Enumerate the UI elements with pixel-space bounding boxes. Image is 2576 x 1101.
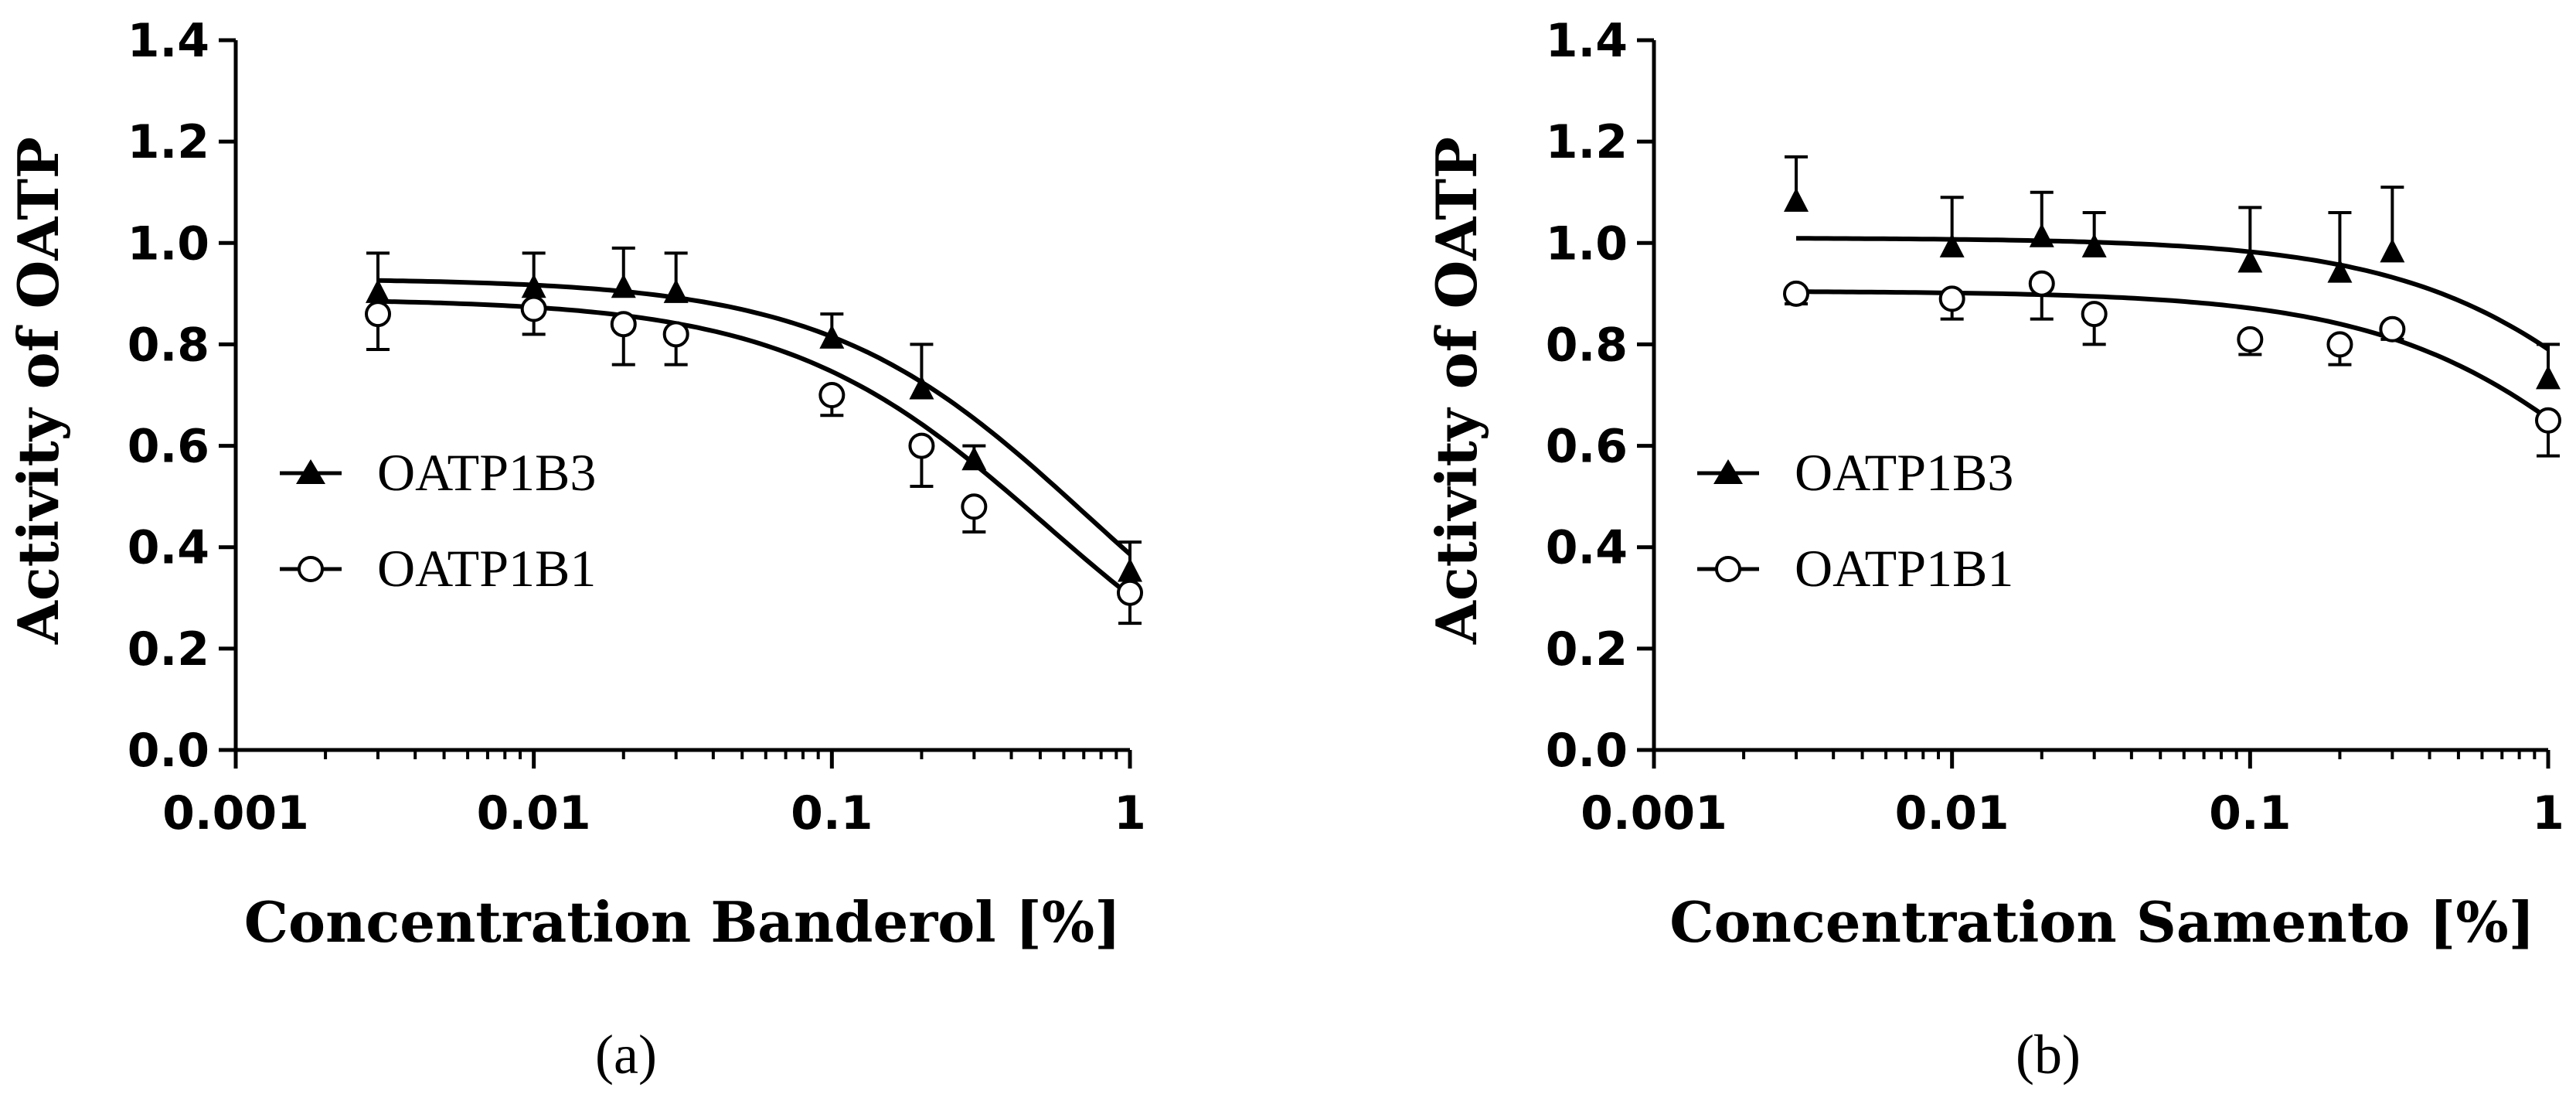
data-point-oatp1b3-b-1 <box>1939 233 1965 257</box>
data-point-oatp1b3-b-5 <box>2327 258 2353 283</box>
data-point-oatp1b1-a-5 <box>908 432 935 459</box>
data-point-oatp1b1-a-3 <box>662 321 689 348</box>
y-tick-label-b-7: 1.4 <box>1546 14 1628 68</box>
data-point-oatp1b3-b-3 <box>2081 233 2107 257</box>
fit-curve-oatp1b1-b <box>1796 289 2550 421</box>
data-point-oatp1b3-b-0 <box>1784 187 1809 212</box>
y-tick-label-b-2: 0.4 <box>1546 521 1628 575</box>
x-tick-label-b-3: 1 <box>2532 786 2564 840</box>
data-point-oatp1b1-a-7 <box>1117 579 1143 606</box>
y-axis-title-b: Activity of OATP <box>1424 137 1489 645</box>
data-point-oatp1b1-b-5 <box>2326 331 2353 358</box>
legend-label-oatp1b3-a: OATP1B3 <box>377 443 596 502</box>
data-point-oatp1b3-a-1 <box>521 274 546 298</box>
data-point-oatp1b1-a-0 <box>365 301 392 328</box>
x-axis-title-a: Concentration Banderol [%] <box>244 889 1121 955</box>
x-tick-label-a-0: 0.001 <box>162 786 309 840</box>
data-point-oatp1b1-a-1 <box>520 295 547 322</box>
y-tick-label-a-2: 0.4 <box>128 521 209 575</box>
y-tick-label-a-6: 1.2 <box>128 115 209 169</box>
data-point-oatp1b3-a-4 <box>819 324 845 349</box>
data-point-oatp1b3-a-0 <box>366 278 391 303</box>
legend-label-oatp1b1-b: OATP1B1 <box>1795 539 2013 598</box>
legend-marker-circle-a <box>298 556 324 582</box>
data-point-oatp1b1-b-2 <box>2028 270 2055 297</box>
fit-curve-oatp1b3-b <box>1796 236 2550 352</box>
y-tick-label-b-5: 1.0 <box>1546 216 1628 271</box>
fit-curve-oatp1b3-a <box>377 278 1131 557</box>
legend-marker-triangle-b <box>1713 459 1743 484</box>
y-tick-label-a-7: 1.4 <box>128 14 209 68</box>
legend-b: OATP1B3 OATP1B1 <box>1697 443 2013 598</box>
x-tick-label-b-1: 0.01 <box>1895 786 2009 840</box>
y-tick-label-a-0: 0.0 <box>128 724 209 778</box>
legend-marker-circle-b <box>1715 556 1741 582</box>
x-tick-label-a-3: 1 <box>1114 786 1146 840</box>
data-point-oatp1b1-b-6 <box>2379 315 2406 343</box>
x-tick-label-b-2: 0.1 <box>2209 786 2291 840</box>
y-axis-title-a: Activity of OATP <box>5 137 71 645</box>
y-tick-label-b-0: 0.0 <box>1546 724 1628 778</box>
data-point-oatp1b1-b-1 <box>1938 285 1965 312</box>
y-tick-label-b-6: 1.2 <box>1546 115 1628 169</box>
data-point-oatp1b3-a-3 <box>663 278 689 303</box>
legend-marker-triangle-a <box>296 459 325 484</box>
data-point-oatp1b1-b-4 <box>2237 326 2264 353</box>
panel-label-b: (b) <box>2016 1024 2081 1086</box>
data-point-oatp1b3-b-7 <box>2536 365 2561 390</box>
legend-label-oatp1b3-b: OATP1B3 <box>1795 443 2013 502</box>
y-tick-label-a-1: 0.2 <box>128 622 209 677</box>
data-point-oatp1b3-b-4 <box>2237 248 2263 273</box>
data-point-oatp1b3-a-2 <box>611 274 636 298</box>
data-point-oatp1b1-a-4 <box>818 382 846 408</box>
data-point-oatp1b1-a-6 <box>961 493 988 520</box>
data-point-oatp1b1-b-0 <box>1783 280 1810 307</box>
data-point-oatp1b1-b-7 <box>2535 407 2561 434</box>
y-tick-label-b-4: 0.8 <box>1546 318 1628 372</box>
fit-curve-oatp1b1-a <box>377 298 1131 598</box>
y-tick-label-a-5: 1.0 <box>128 216 209 271</box>
x-tick-label-b-0: 0.001 <box>1581 786 1727 840</box>
legend-label-oatp1b1-a: OATP1B1 <box>377 539 596 598</box>
x-tick-label-a-1: 0.01 <box>477 786 591 840</box>
y-tick-label-a-4: 0.8 <box>128 318 209 372</box>
chart-panel-a: 0.0 0.2 0.4 0.6 0.8 1.0 1.2 1.4 0.001 0.01 0.1 1 Ac… <box>5 14 1146 1086</box>
data-point-oatp1b1-b-3 <box>2081 301 2108 328</box>
data-point-oatp1b1-a-2 <box>610 311 637 338</box>
panel-label-a: (a) <box>595 1024 657 1086</box>
x-axis-title-b: Concentration Samento [%] <box>1669 889 2534 955</box>
y-tick-label-a-3: 0.6 <box>128 420 209 474</box>
data-point-oatp1b3-a-7 <box>1118 557 1142 582</box>
data-point-oatp1b3-a-6 <box>961 446 987 471</box>
legend-a: OATP1B3 OATP1B1 <box>280 443 596 598</box>
data-point-oatp1b3-b-6 <box>2380 238 2405 263</box>
x-tick-label-a-2: 0.1 <box>791 786 873 840</box>
data-point-oatp1b3-a-5 <box>909 375 934 400</box>
chart-panel-b: 0.0 0.2 0.4 0.6 0.8 1.0 1.2 1.4 0.001 0.01 0.1 1 Ac… <box>1424 14 2564 1086</box>
data-point-oatp1b3-b-2 <box>2029 223 2054 247</box>
y-tick-label-b-1: 0.2 <box>1546 622 1628 677</box>
y-tick-label-b-3: 0.6 <box>1546 420 1628 474</box>
